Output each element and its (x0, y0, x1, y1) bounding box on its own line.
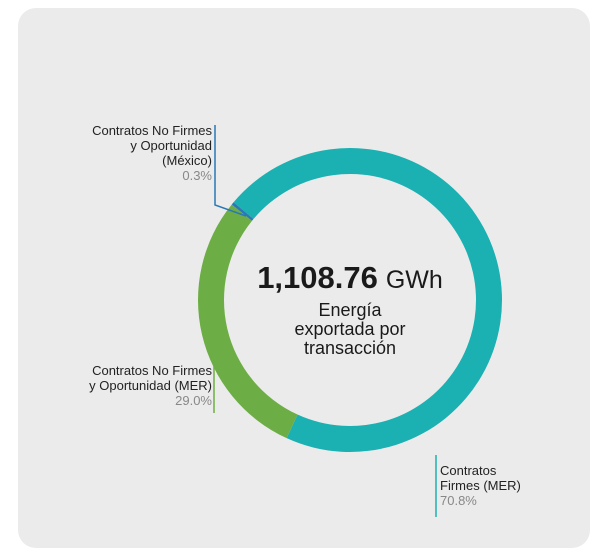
category-name: Contratos No Firmes y Oportunidad (MER) (89, 363, 212, 393)
donut-slice (231, 202, 254, 221)
value-label: 29.0% (175, 393, 212, 408)
center-text: transacción (304, 338, 396, 358)
total-value: 1,108.76 (257, 260, 378, 295)
slice-label: Contratos No Firmes y Oportunidad (Méxic… (84, 123, 212, 183)
slice-label: Contratos Firmes (MER) 70.8% (440, 463, 525, 508)
leader-line (214, 125, 247, 217)
total-unit: GWh (386, 266, 443, 294)
donut-slice (198, 204, 298, 439)
donut-slice (233, 147, 503, 452)
category-name: Contratos Firmes (MER) (440, 463, 521, 493)
value-label: 0.3% (182, 168, 212, 183)
center-text: Energía (318, 300, 382, 320)
value-label: 70.8% (440, 493, 477, 508)
center-text: exportada por (294, 319, 405, 339)
total: 1,108.76 GWh (257, 260, 443, 295)
category-name: Contratos No Firmes y Oportunidad (Méxic… (92, 123, 212, 168)
slice-label: Contratos No Firmes y Oportunidad (MER) 2… (84, 363, 212, 408)
